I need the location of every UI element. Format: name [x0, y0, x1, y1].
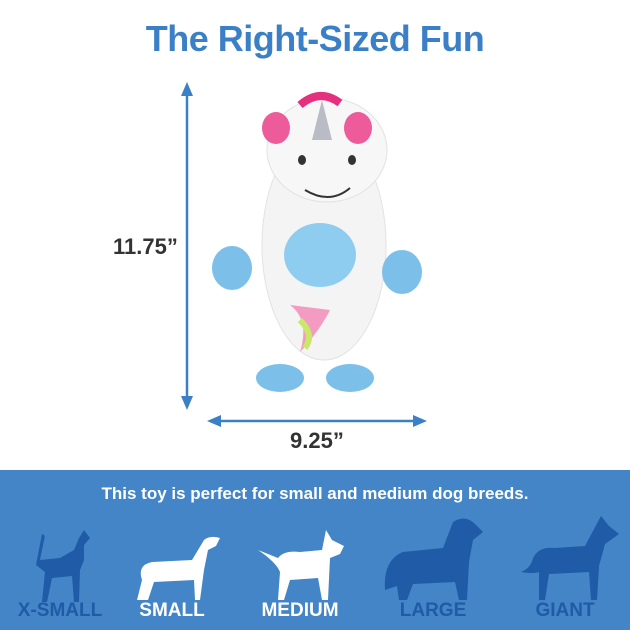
page-title: The Right-Sized Fun: [145, 18, 485, 59]
dimension-arrows: [181, 82, 427, 427]
size-label: X-SMALL: [17, 600, 103, 621]
bull-terrier-icon: [258, 530, 344, 600]
width-label: 9.25”: [290, 428, 344, 453]
height-label: 11.75”: [113, 234, 178, 259]
great-dane-icon: [521, 516, 619, 600]
size-label: LARGE: [399, 600, 467, 621]
unicorn-toy-image: [212, 92, 422, 392]
size-giant: GIANT: [505, 510, 625, 630]
dachshund-icon: [137, 536, 220, 600]
size-label: MEDIUM: [261, 600, 339, 621]
chihuahua-icon: [36, 530, 90, 602]
size-medium: MEDIUM: [240, 510, 360, 630]
breed-size-banner: This toy is perfect for small and medium…: [0, 470, 630, 630]
retriever-icon: [384, 518, 483, 600]
size-label: SMALL: [139, 600, 205, 621]
banner-text: This toy is perfect for small and medium…: [101, 484, 529, 503]
size-label: GIANT: [535, 600, 595, 621]
size-small: SMALL: [112, 510, 232, 630]
size-x-small: X-SMALL: [0, 510, 120, 630]
size-large: LARGE: [373, 510, 493, 630]
